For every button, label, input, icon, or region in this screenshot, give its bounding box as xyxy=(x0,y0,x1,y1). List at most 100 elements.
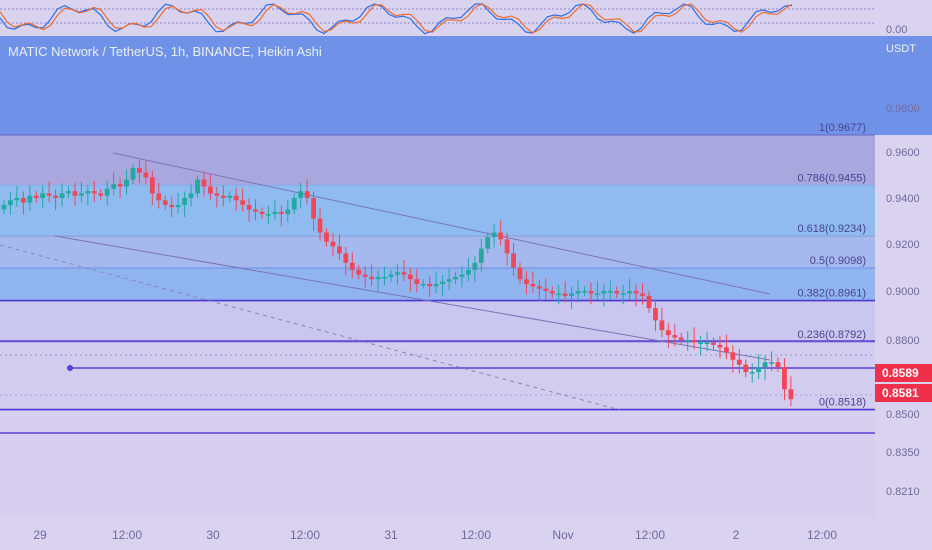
candle-body[interactable] xyxy=(220,195,226,198)
candle-body[interactable] xyxy=(85,191,91,194)
candle-body[interactable] xyxy=(40,193,46,198)
candle-body[interactable] xyxy=(569,293,574,296)
candle-body[interactable] xyxy=(711,342,716,345)
candle-body[interactable] xyxy=(511,253,516,268)
candle-body[interactable] xyxy=(646,295,652,309)
candle-body[interactable] xyxy=(330,241,336,247)
candle-body[interactable] xyxy=(407,274,413,280)
candle-body[interactable] xyxy=(182,198,187,205)
candle-body[interactable] xyxy=(246,204,252,210)
candle-body[interactable] xyxy=(304,191,310,198)
candle-body[interactable] xyxy=(524,279,529,284)
candle-body[interactable] xyxy=(601,291,607,294)
candle-body[interactable] xyxy=(782,367,787,390)
candle-body[interactable] xyxy=(156,193,162,201)
candle-body[interactable] xyxy=(420,283,426,286)
candle-body[interactable] xyxy=(588,291,594,294)
candle-body[interactable] xyxy=(59,193,65,198)
candle-body[interactable] xyxy=(259,211,265,215)
candle-body[interactable] xyxy=(678,337,684,340)
candle-body[interactable] xyxy=(762,362,768,368)
candle-body[interactable] xyxy=(33,195,39,198)
candle-body[interactable] xyxy=(659,320,665,331)
candle-body[interactable] xyxy=(46,193,52,196)
candle-body[interactable] xyxy=(53,195,58,198)
candle-body[interactable] xyxy=(233,195,239,201)
candle-body[interactable] xyxy=(311,198,316,219)
candle-body[interactable] xyxy=(459,274,465,277)
candle-body[interactable] xyxy=(517,267,523,280)
candle-body[interactable] xyxy=(504,239,510,254)
candle-body[interactable] xyxy=(536,286,542,289)
candle-body[interactable] xyxy=(369,276,375,280)
candle-body[interactable] xyxy=(1,204,7,210)
candle-body[interactable] xyxy=(653,308,658,321)
candle-body[interactable] xyxy=(124,179,129,187)
candle-body[interactable] xyxy=(627,291,633,294)
candle-body[interactable] xyxy=(704,342,710,344)
candle-body[interactable] xyxy=(362,274,368,277)
candle-body[interactable] xyxy=(543,288,549,291)
candle-body[interactable] xyxy=(730,352,736,360)
candle-body[interactable] xyxy=(137,168,142,173)
candle-body[interactable] xyxy=(317,218,323,233)
candle-body[interactable] xyxy=(620,293,626,295)
candle-body[interactable] xyxy=(98,193,104,196)
candle-body[interactable] xyxy=(266,214,271,216)
candle-body[interactable] xyxy=(401,272,407,275)
candle-body[interactable] xyxy=(324,232,329,242)
candle-body[interactable] xyxy=(395,272,400,275)
candle-body[interactable] xyxy=(382,276,387,279)
candle-body[interactable] xyxy=(201,179,207,187)
candle-body[interactable] xyxy=(375,276,381,280)
candle-body[interactable] xyxy=(698,342,703,344)
candle-body[interactable] xyxy=(66,191,71,194)
candle-body[interactable] xyxy=(633,291,639,294)
candle-body[interactable] xyxy=(117,184,123,187)
candle-body[interactable] xyxy=(130,168,136,180)
candle-body[interactable] xyxy=(562,293,568,296)
candle-body[interactable] xyxy=(175,204,181,208)
candle-body[interactable] xyxy=(549,291,555,294)
candle-body[interactable] xyxy=(736,359,742,365)
candle-body[interactable] xyxy=(491,232,497,238)
candle-body[interactable] xyxy=(214,193,220,196)
candle-body[interactable] xyxy=(775,362,781,368)
candle-body[interactable] xyxy=(414,279,420,284)
candle-body[interactable] xyxy=(14,198,20,201)
candle-body[interactable] xyxy=(143,172,149,178)
candle-body[interactable] xyxy=(724,347,729,353)
candle-body[interactable] xyxy=(756,367,762,373)
candle-body[interactable] xyxy=(788,389,794,400)
candle-body[interactable] xyxy=(195,179,200,194)
candle-body[interactable] xyxy=(769,362,774,364)
candle-body[interactable] xyxy=(169,204,175,208)
candle-body[interactable] xyxy=(440,281,445,284)
candle-body[interactable] xyxy=(343,253,349,263)
candle-body[interactable] xyxy=(291,198,297,210)
candle-body[interactable] xyxy=(388,274,394,277)
candle-body[interactable] xyxy=(691,340,697,343)
candle-body[interactable] xyxy=(285,209,291,215)
candle-body[interactable] xyxy=(79,193,84,196)
candle-body[interactable] xyxy=(672,335,678,338)
candle-body[interactable] xyxy=(433,283,439,287)
candle-body[interactable] xyxy=(749,372,755,374)
candle-body[interactable] xyxy=(298,191,304,198)
candle-body[interactable] xyxy=(582,291,587,293)
candle-body[interactable] xyxy=(427,283,433,287)
candle-body[interactable] xyxy=(595,293,600,295)
candle-body[interactable] xyxy=(472,262,478,270)
candle-body[interactable] xyxy=(685,340,691,342)
candle-body[interactable] xyxy=(349,262,355,270)
candle-body[interactable] xyxy=(356,269,362,275)
candle-body[interactable] xyxy=(717,344,723,348)
candle-body[interactable] xyxy=(27,195,33,203)
candle-body[interactable] xyxy=(8,200,13,205)
candle-body[interactable] xyxy=(272,211,278,215)
candle-body[interactable] xyxy=(607,291,613,293)
candle-body[interactable] xyxy=(253,209,258,212)
candle-body[interactable] xyxy=(665,330,671,336)
candle-body[interactable] xyxy=(575,291,581,294)
